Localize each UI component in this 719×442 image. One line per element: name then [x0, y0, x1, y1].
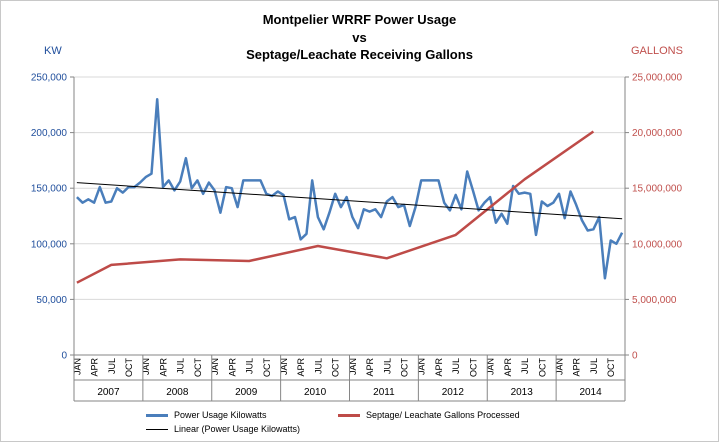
- x-year-label: 2010: [304, 387, 327, 398]
- legend-swatch-septage: [338, 413, 360, 417]
- legend-item-septage: Septage/ Leachate Gallons Processed: [338, 410, 520, 420]
- x-year-label: 2007: [97, 387, 120, 398]
- x-month-label: JUL: [107, 358, 117, 374]
- chart-title-line2: vs: [352, 30, 367, 45]
- x-month-label: APR: [158, 358, 168, 377]
- x-month-label: OCT: [262, 358, 272, 378]
- x-month-label: OCT: [606, 358, 616, 378]
- x-month-label: JUL: [245, 358, 255, 374]
- x-year-label: 2008: [166, 387, 189, 398]
- right-tick-label: 15,000,000: [632, 184, 682, 195]
- x-axis-ticks: JAN APR JUL OCT 2007 JAN APR JUL OCT 2008 JAN APR JU…: [72, 355, 626, 402]
- x-month-label: OCT: [468, 358, 478, 378]
- x-month-label: APR: [503, 358, 513, 377]
- x-year-label: 2011: [373, 387, 395, 398]
- left-axis-unit: KW: [44, 45, 62, 57]
- legend-label-trend: Linear (Power Usage Kilowatts): [174, 424, 301, 434]
- x-month-label: JUL: [589, 358, 599, 374]
- left-tick-label: 0: [61, 351, 67, 362]
- x-month-label: OCT: [331, 358, 341, 378]
- x-month-label: JUL: [176, 358, 186, 374]
- x-month-label: JAN: [72, 358, 82, 375]
- x-year-label: 2013: [511, 387, 534, 398]
- x-month-label: APR: [227, 358, 237, 377]
- series-line-power: [76, 97, 624, 280]
- series-line-trend: [76, 182, 623, 220]
- x-month-label: OCT: [400, 358, 410, 378]
- x-month-label: JUL: [451, 358, 461, 374]
- left-tick-label: 100,000: [31, 239, 68, 250]
- legend-item-power: Power Usage Kilowatts: [146, 410, 267, 420]
- legend-item-trend: Linear (Power Usage Kilowatts): [146, 424, 300, 434]
- x-year-label: 2014: [579, 387, 602, 398]
- legend-label-power: Power Usage Kilowatts: [174, 410, 267, 420]
- x-month-label: OCT: [537, 358, 547, 378]
- x-month-label: JAN: [141, 358, 151, 375]
- left-tick-label: 250,000: [31, 73, 68, 84]
- series-group: [76, 97, 624, 284]
- chart-title-line1: Montpelier WRRF Power Usage: [262, 12, 457, 27]
- right-tick-label: 5,000,000: [632, 295, 677, 306]
- x-month-label: JAN: [486, 358, 496, 375]
- left-axis-ticks: 0 50,000 100,000 150,000 200,000 250,000: [31, 73, 74, 362]
- x-year-label: 2012: [442, 387, 465, 398]
- x-month-label: APR: [296, 358, 306, 377]
- right-tick-label: 0: [632, 351, 638, 362]
- x-month-label: JUL: [382, 358, 392, 374]
- x-month-label: JAN: [348, 358, 358, 375]
- right-tick-label: 10,000,000: [632, 239, 682, 250]
- x-month-label: APR: [572, 358, 582, 377]
- x-year-label: 2009: [235, 387, 258, 398]
- x-month-label: JAN: [554, 358, 564, 375]
- x-month-label: APR: [434, 358, 444, 377]
- series-line-septage: [76, 130, 595, 284]
- legend-swatch-power: [146, 413, 168, 417]
- x-month-label: JAN: [210, 358, 220, 375]
- x-month-label: JAN: [417, 358, 427, 375]
- left-tick-label: 200,000: [31, 128, 68, 139]
- left-tick-label: 150,000: [31, 184, 68, 195]
- right-tick-label: 25,000,000: [632, 73, 682, 84]
- x-month-label: APR: [365, 358, 375, 377]
- x-month-label: OCT: [193, 358, 203, 378]
- right-axis-ticks: 0 5,000,000 10,000,000 15,000,000 20,000,000…: [625, 73, 682, 362]
- legend-label-septage: Septage/ Leachate Gallons Processed: [366, 410, 520, 420]
- x-month-label: JUL: [313, 358, 323, 374]
- left-tick-label: 50,000: [36, 295, 67, 306]
- right-axis-unit: GALLONS: [631, 45, 683, 57]
- x-month-label: OCT: [124, 358, 134, 378]
- x-month-label: JAN: [279, 358, 289, 375]
- x-month-label: APR: [90, 358, 100, 377]
- chart-title-line3: Septage/Leachate Receiving Gallons: [246, 47, 473, 62]
- x-month-label: JUL: [520, 358, 530, 374]
- right-tick-label: 20,000,000: [632, 128, 682, 139]
- legend-swatch-trend: [146, 428, 168, 430]
